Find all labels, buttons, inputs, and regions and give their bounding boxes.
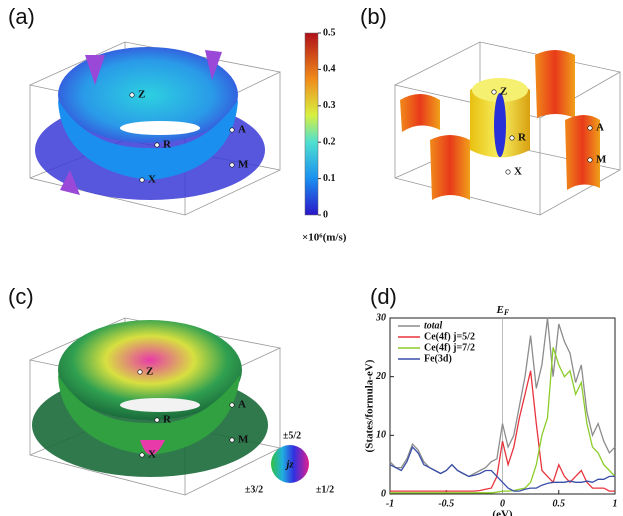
x-tick-label: 1 <box>613 498 618 509</box>
point-marker <box>129 92 135 98</box>
point-label: X <box>148 449 156 461</box>
point-marker <box>229 437 235 443</box>
y-tick-label: 30 <box>375 312 386 323</box>
panel-b-surface <box>393 41 622 216</box>
point-label: A <box>596 122 604 134</box>
fermi-label-main: E <box>496 304 504 316</box>
jz-label: ±5/2 <box>283 430 301 441</box>
legend-label: Ce(4f) j=7/2 <box>424 342 475 353</box>
point-label: R <box>518 132 527 144</box>
series-line <box>390 370 615 492</box>
colorbar-tick-label: 0.5 <box>323 27 336 38</box>
panel-label: (b) <box>360 4 387 29</box>
jz-label: ±1/2 <box>316 484 334 495</box>
colorbar-tick-label: 0.2 <box>323 136 336 147</box>
colorbar-tick-label: 0.1 <box>323 173 336 184</box>
point-label: M <box>596 154 607 166</box>
point-label: Z <box>500 86 507 98</box>
fermi-label: EF <box>496 304 510 317</box>
series-line <box>390 347 616 494</box>
point-marker <box>509 135 515 141</box>
point-label: M <box>238 434 249 446</box>
point-marker <box>229 162 235 168</box>
point-marker <box>505 169 511 175</box>
panel-label: (d) <box>370 284 397 309</box>
y-tick-label: 20 <box>375 371 386 382</box>
panel-a-surface <box>28 41 282 216</box>
point-label: X <box>148 174 156 186</box>
y-tick-label: 0 <box>381 488 386 499</box>
point-marker <box>154 142 160 148</box>
jz-label: ±3/2 <box>245 484 263 495</box>
colorbar <box>304 32 319 216</box>
y-axis-label: (States/formula-eV) <box>364 359 376 452</box>
point-marker <box>491 89 497 95</box>
point-label: Z <box>146 366 153 378</box>
panel-label: (a) <box>8 4 35 29</box>
series-line <box>389 445 615 492</box>
point-label: R <box>163 414 172 426</box>
point-marker <box>229 127 235 133</box>
point-marker <box>139 452 145 458</box>
fermi-label-sub: F <box>503 308 510 317</box>
point-label: A <box>238 124 246 136</box>
x-axis-label: (eV) <box>492 509 512 516</box>
point-label: A <box>238 399 246 411</box>
point-marker <box>137 369 143 375</box>
series-line <box>389 317 616 478</box>
legend-label: total <box>424 320 443 331</box>
colorbar-tick-label: 0 <box>323 209 328 220</box>
legend-label: Ce(4f) j=5/2 <box>424 331 475 342</box>
colorbar-unit: ×10⁶(m/s) <box>302 232 347 244</box>
x-tick-label: -0.5 <box>438 498 454 509</box>
panel-c-surface <box>28 317 282 496</box>
dos-chart: 0 10 20 30 -1 -0.5 0 0.5 1 (eV) (States/formula-eV… <box>364 304 618 516</box>
jz-label: jz <box>284 459 294 471</box>
point-marker <box>229 402 235 408</box>
legend-label: Fe(3d) <box>424 353 452 364</box>
point-marker <box>587 125 593 131</box>
jz-wheel <box>271 445 309 483</box>
x-tick-label: 0.5 <box>553 498 566 509</box>
point-marker <box>139 177 145 183</box>
colorbar-tick-label: 0.4 <box>323 64 336 75</box>
colorbar-tick-label: 0.3 <box>323 100 336 111</box>
point-label: X <box>514 166 522 178</box>
point-label: R <box>163 139 172 151</box>
point-label: Z <box>138 89 145 101</box>
x-tick-label: -1 <box>386 498 394 509</box>
point-label: M <box>238 159 249 171</box>
y-tick-label: 10 <box>376 430 386 441</box>
point-marker <box>587 157 593 163</box>
x-tick-label: 0 <box>500 498 505 509</box>
panel-label: (c) <box>8 284 34 309</box>
point-marker <box>154 417 160 423</box>
